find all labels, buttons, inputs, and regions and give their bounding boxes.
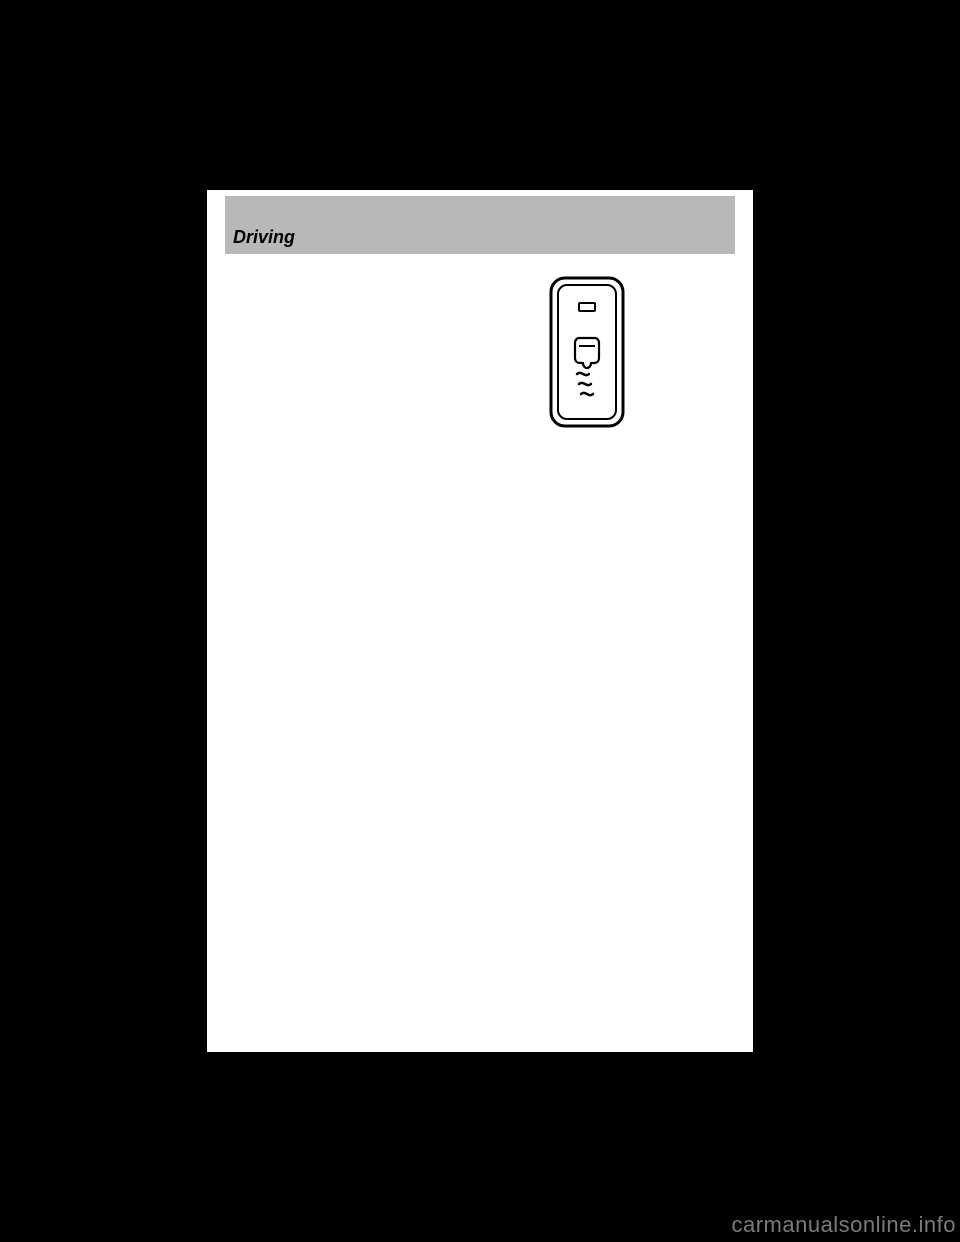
section-header-band: Driving (225, 196, 735, 254)
traction-control-button-icon (549, 276, 625, 428)
manual-page: Driving (207, 190, 753, 1052)
dashboard-button-diagram (549, 276, 625, 428)
section-title: Driving (233, 227, 295, 248)
watermark-text: carmanualsonline.info (731, 1212, 956, 1238)
